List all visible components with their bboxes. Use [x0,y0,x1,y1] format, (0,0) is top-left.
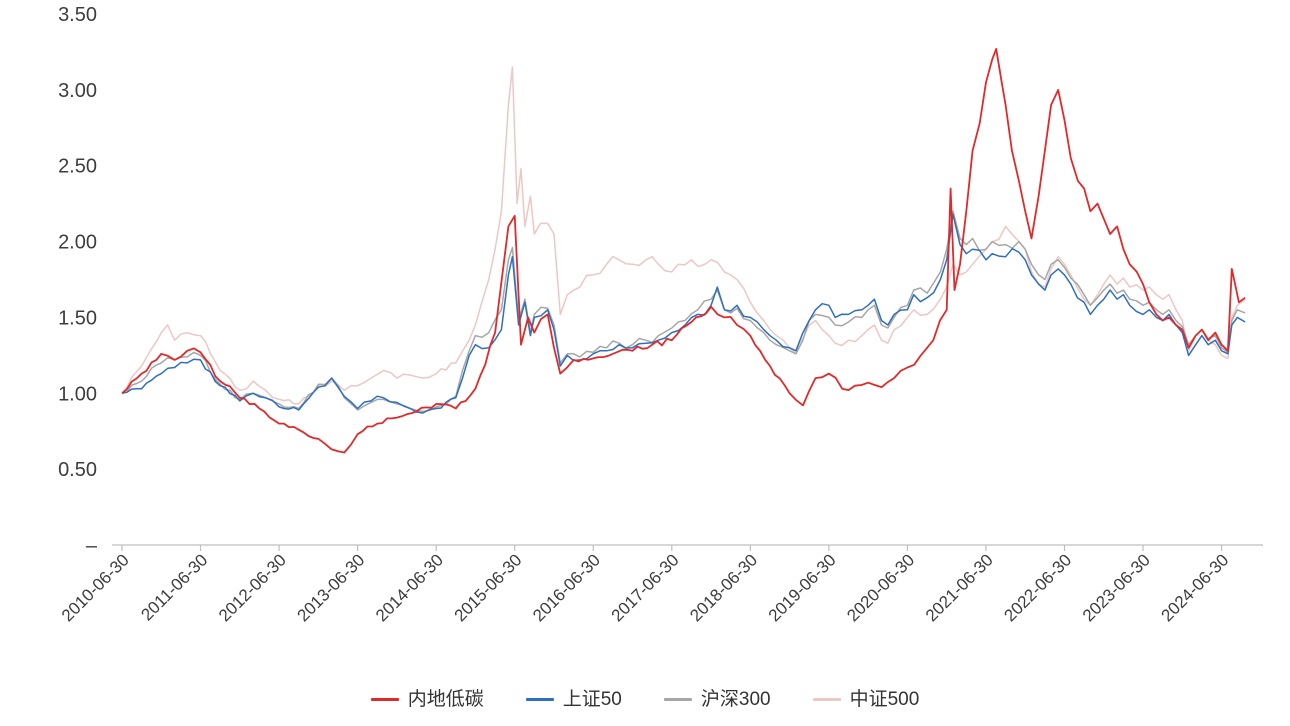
series-line-上证50 [121,213,1246,414]
x-tick-label: 2017-06-30 [608,550,683,625]
legend-label: 中证500 [849,689,920,710]
y-tick-label: 2.50 [58,156,97,178]
x-tick-label: 2018-06-30 [686,550,761,625]
series-line-沪深300 [121,210,1246,413]
x-tick-label: 2014-06-30 [372,550,447,625]
y-tick-label: 0.50 [58,459,97,481]
legend-item-内地低碳[interactable]: 内地低碳 [370,689,484,710]
legend-line-swatch [370,698,399,701]
x-tick-label: 2016-06-30 [529,550,604,625]
legend-item-沪深300[interactable]: 沪深300 [663,689,771,710]
series-line-内地低碳 [121,48,1246,454]
line-chart: 2010-06-30 2011-06-30 2012-06-30 2013-06-30… [58,4,1263,625]
legend-label: 内地低碳 [407,689,484,710]
x-tick-label: 2010-06-30 [58,550,133,625]
chart-legend: 内地低碳 上证50 沪深300 中证500 [0,690,1290,709]
series-line-中证500 [121,66,1246,405]
x-tick-label: 2015-06-30 [451,550,526,625]
x-tick-label: 2020-06-30 [843,550,918,625]
x-tick-label: 2013-06-30 [294,550,369,625]
y-tick-label: 3.50 [58,4,97,26]
x-tick-label: 2011-06-30 [137,550,211,624]
legend-line-swatch [525,698,554,701]
legend-line-swatch [663,698,692,701]
y-tick-label: 3.00 [58,80,97,102]
x-tick-label: 2022-06-30 [1000,550,1075,625]
legend-item-中证500[interactable]: 中证500 [812,689,920,710]
y-tick-label: 1.00 [58,383,97,405]
x-tick-label: 2019-06-30 [765,550,840,625]
legend-label: 上证50 [562,689,622,710]
legend-label: 沪深300 [700,689,771,710]
x-tick-label: 2012-06-30 [215,550,290,625]
legend-line-swatch [812,698,841,701]
x-tick-label: 2024-06-30 [1157,550,1232,625]
legend-item-上证50[interactable]: 上证50 [525,689,622,710]
y-tick-label: – [86,535,98,557]
x-tick-label: 2021-06-30 [922,550,997,625]
y-tick-label: 1.50 [58,307,97,329]
y-tick-label: 2.00 [58,232,97,254]
x-tick-label: 2023-06-30 [1079,550,1154,625]
